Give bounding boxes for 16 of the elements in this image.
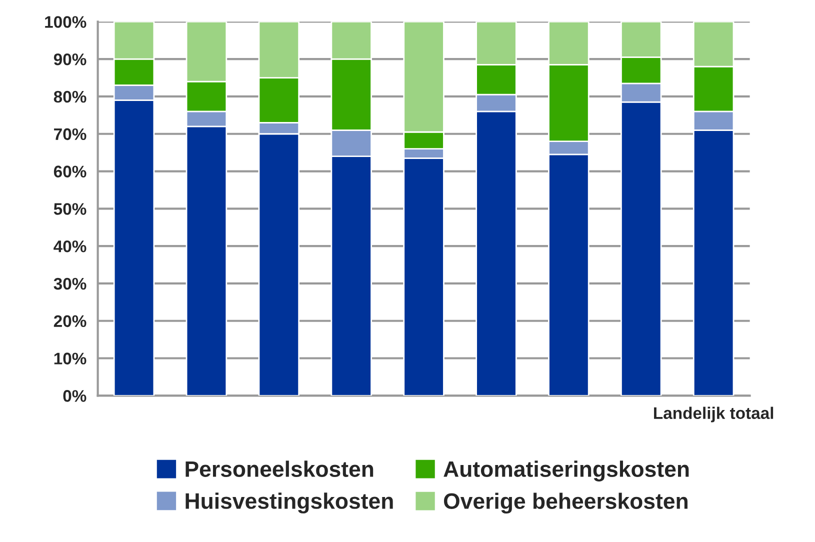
y-tick-label: 10%	[54, 352, 86, 364]
legend-label: Huisvestingskosten	[186, 492, 393, 514]
legend-label: Personeelskosten	[186, 460, 374, 477]
y-tick-label: 50%	[54, 203, 86, 215]
y-tick-label: 0%	[63, 390, 86, 402]
x-tick-label: Landelijk totaal	[654, 406, 774, 422]
y-tick-label: 30%	[54, 278, 86, 290]
y-tick-label: 60%	[54, 166, 86, 178]
y-tick-label: 70%	[54, 128, 86, 140]
legend-label: Overige beheerskosten	[444, 492, 688, 514]
y-tick-label: 20%	[54, 315, 86, 328]
y-tick-label: 80%	[54, 90, 86, 103]
y-tick-label: 100%	[45, 16, 86, 28]
y-tick-label: 40%	[54, 240, 86, 252]
y-tick-label: 90%	[54, 53, 86, 66]
legend-label: Automatiseringskosten	[444, 460, 689, 482]
